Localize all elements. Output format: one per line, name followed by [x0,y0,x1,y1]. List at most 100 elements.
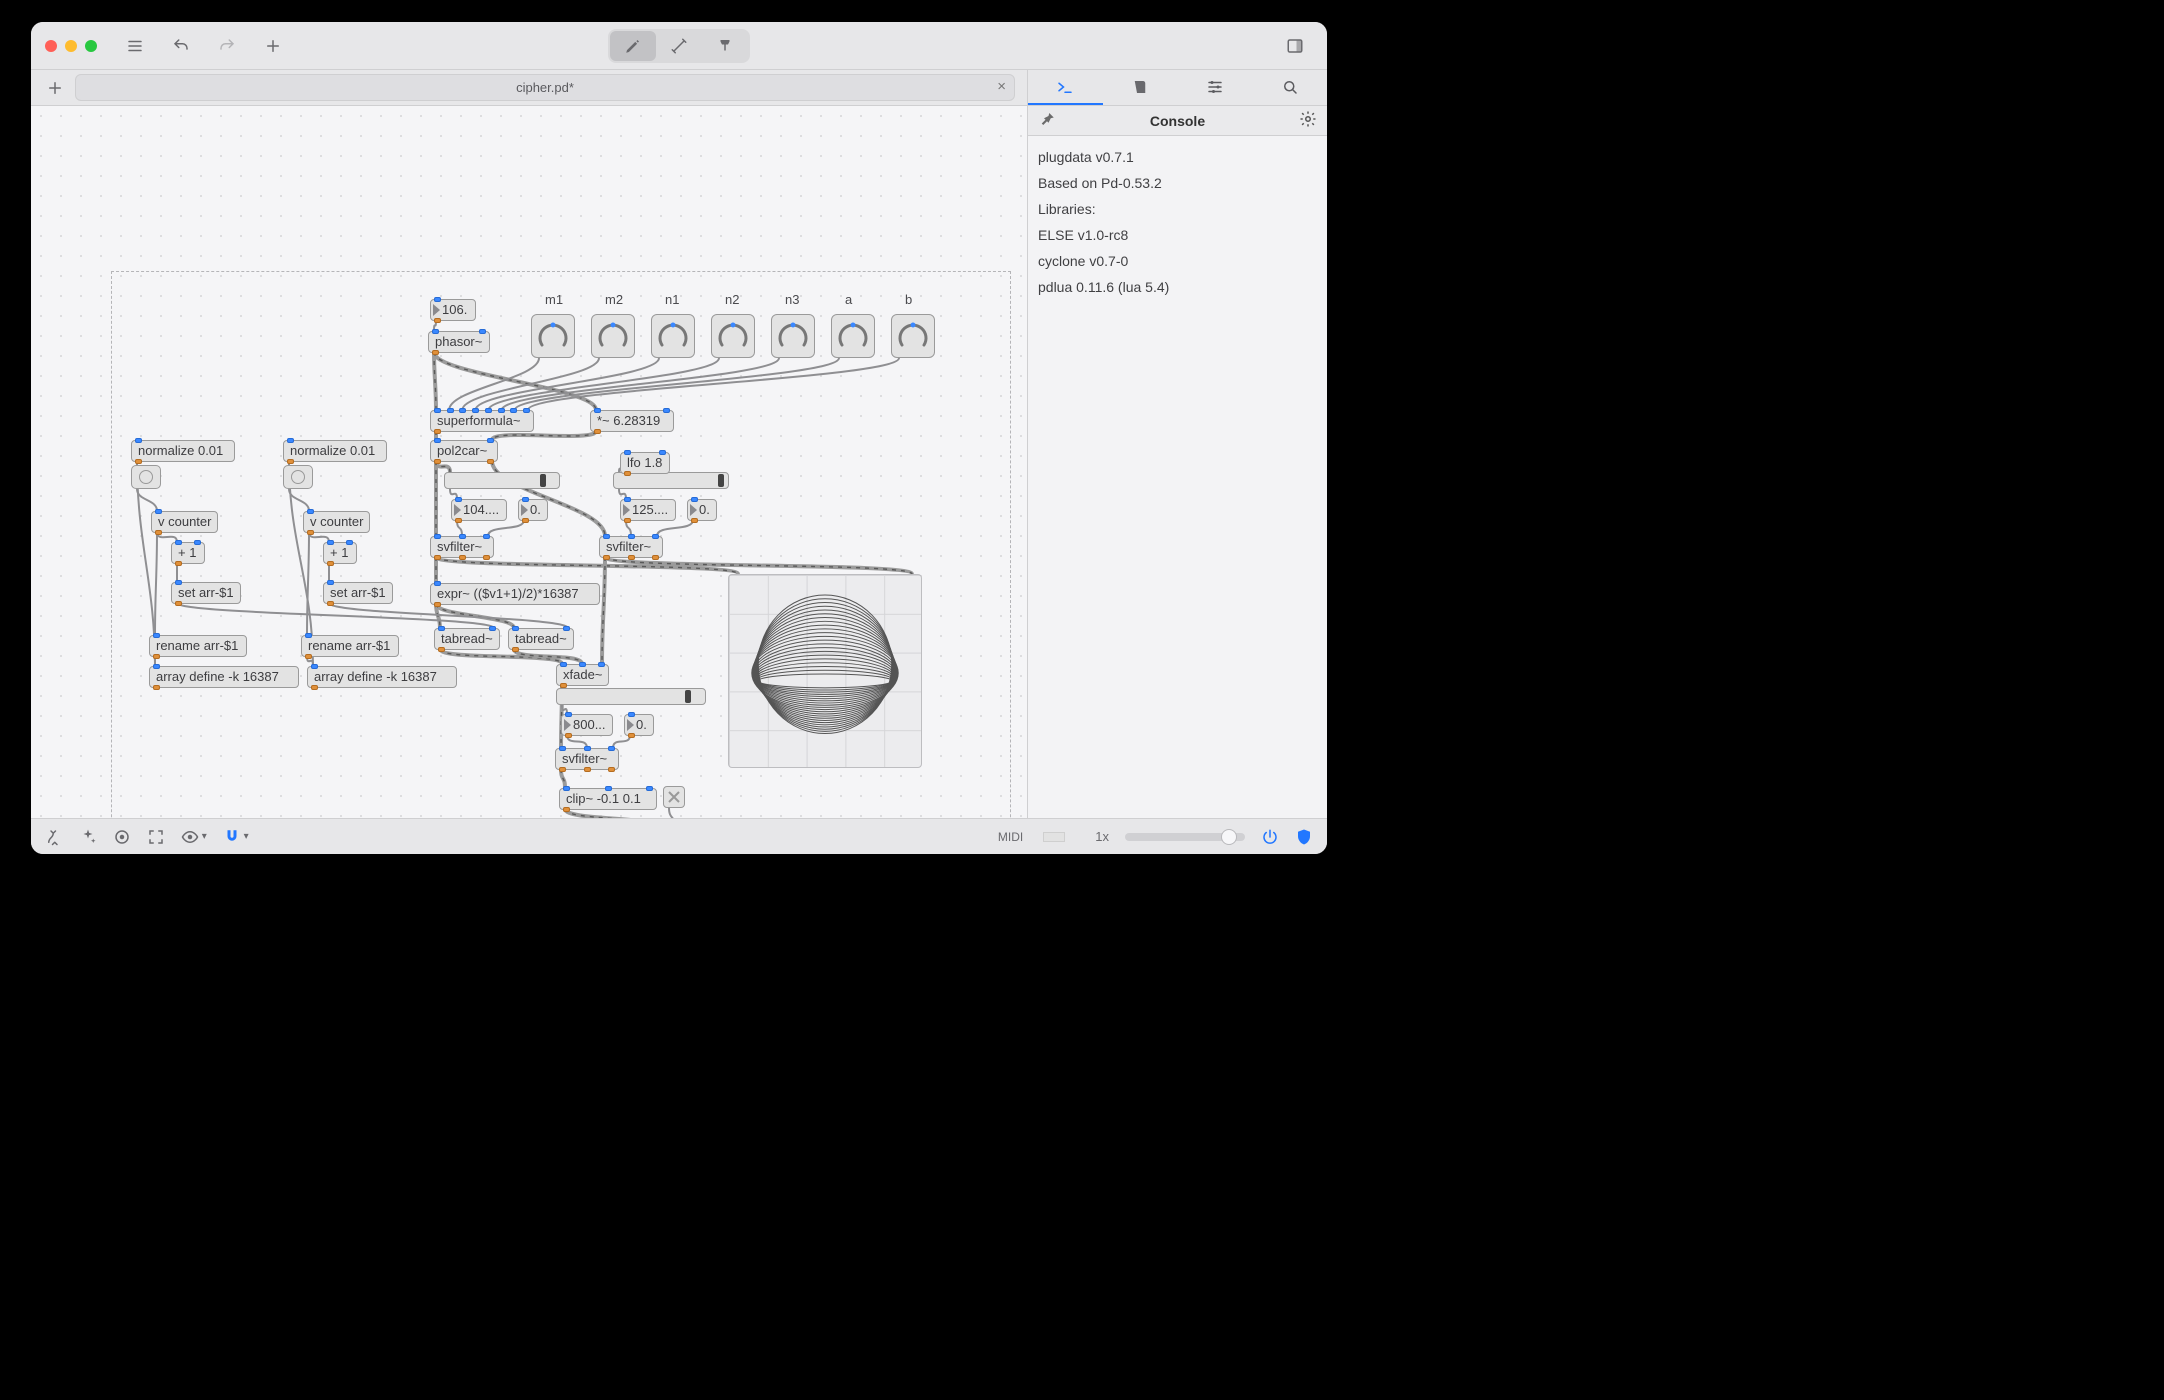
obj-renameR[interactable]: rename arr-$1 [301,635,399,657]
sliders-icon [1206,78,1224,96]
sb-fit-button[interactable] [147,828,165,846]
knob-m2[interactable] [591,314,635,358]
slider-thumb[interactable] [685,690,691,703]
obj-num_800[interactable]: 800... [561,714,613,736]
knob-a[interactable] [831,314,875,358]
patch-canvas[interactable]: m1 m2 n1 n2 n3 a b [31,106,1027,818]
obj-setarrL[interactable]: set arr-$1 [171,582,241,604]
obj-vcountL[interactable]: v counter [151,511,218,533]
knob-n2[interactable] [711,314,755,358]
slider-thumb[interactable] [540,474,546,487]
slider-s1[interactable] [444,472,560,489]
obj-text: tabread~ [441,631,493,647]
side-tab-search[interactable] [1252,70,1327,105]
obj-svfilter2[interactable]: svfilter~ [599,536,663,558]
obj-clip[interactable]: clip~ -0.1 0.1 [559,788,657,810]
sb-tidy-button[interactable] [79,828,97,846]
obj-expr[interactable]: expr~ (($v1+1)/2)*16387 [430,583,600,605]
knob-m1[interactable] [531,314,575,358]
bang-bR[interactable] [283,465,313,489]
obj-lfo[interactable]: lfo 1.8 [620,452,670,474]
obj-tabread2[interactable]: tabread~ [508,628,574,650]
mode-run-button[interactable] [656,31,702,61]
toggle-mute[interactable] [663,786,685,808]
bang-bL[interactable] [131,465,161,489]
obj-num_0b[interactable]: 0. [687,499,717,521]
status-bar: ▾ ▾ MIDI 1x [31,818,1327,854]
mode-edit-button[interactable] [610,31,656,61]
side-tab-console[interactable] [1028,70,1103,105]
slider-s2[interactable] [613,472,729,489]
sb-autoconnect-button[interactable] [45,828,63,846]
tab-label: cipher.pd* [516,80,574,95]
hamburger-icon [126,37,144,55]
add-tab-button[interactable] [41,79,69,97]
app-window: cipher.pd* × m1 m2 n1 [31,22,1327,854]
obj-superformula[interactable]: superformula~ [430,410,534,432]
zoom-slider-thumb[interactable] [1221,829,1237,845]
zoom-slider[interactable] [1125,833,1245,841]
scope-display[interactable] [728,574,922,768]
obj-text: *~ 6.28319 [597,413,660,429]
obj-text: + 1 [178,545,196,561]
knob-n1[interactable] [651,314,695,358]
knob-label-b: b [905,292,912,307]
obj-num_125[interactable]: 125.... [620,499,676,521]
close-window-button[interactable] [45,40,57,52]
obj-plus1L[interactable]: + 1 [171,542,205,564]
wand-icon [670,37,688,55]
minimize-window-button[interactable] [65,40,77,52]
obj-text: v counter [310,514,363,530]
obj-text: rename arr-$1 [156,638,238,654]
obj-arrdefL[interactable]: array define -k 16387 [149,666,299,688]
obj-setarrR[interactable]: set arr-$1 [323,582,393,604]
knob-n3[interactable] [771,314,815,358]
protection-button[interactable] [1295,828,1313,846]
obj-num_0c[interactable]: 0. [624,714,654,736]
dsp-power-button[interactable] [1261,828,1279,846]
slider-thumb[interactable] [718,474,724,487]
obj-svfilter3[interactable]: svfilter~ [555,748,619,770]
sb-visibility-button[interactable]: ▾ [181,828,207,846]
console-settings-button[interactable] [1299,110,1317,131]
obj-num_106[interactable]: 106. [430,299,476,321]
obj-xfade[interactable]: xfade~ [556,664,609,686]
midi-indicator[interactable] [1043,832,1065,842]
tab-cipher[interactable]: cipher.pd* × [75,74,1015,101]
add-object-button[interactable] [255,30,291,62]
slider-s3[interactable] [556,688,706,705]
obj-text: set arr-$1 [178,585,234,601]
knob-label-n3: n3 [785,292,799,307]
obj-svfilter1[interactable]: svfilter~ [430,536,494,558]
zoom-window-button[interactable] [85,40,97,52]
obj-text: superformula~ [437,413,520,429]
obj-text: set arr-$1 [330,585,386,601]
obj-num_0a[interactable]: 0. [518,499,548,521]
pin-button[interactable] [1038,110,1056,131]
obj-normL[interactable]: normalize 0.01 [131,440,235,462]
redo-button[interactable] [209,30,245,62]
sb-snap-button[interactable]: ▾ [223,828,249,846]
obj-pol2car[interactable]: pol2car~ [430,440,498,462]
obj-plus1R[interactable]: + 1 [323,542,357,564]
menu-button[interactable] [117,30,153,62]
obj-vcountR[interactable]: v counter [303,511,370,533]
undo-button[interactable] [163,30,199,62]
side-panel-tabs [1027,70,1327,106]
obj-renameL[interactable]: rename arr-$1 [149,635,247,657]
toggle-sidepanel-button[interactable] [1277,30,1313,62]
knob-b[interactable] [891,314,935,358]
side-tab-settings[interactable] [1178,70,1253,105]
mode-present-button[interactable] [702,31,748,61]
knob-label-m1: m1 [545,292,563,307]
tab-close-button[interactable]: × [997,78,1006,95]
obj-mul_2pi[interactable]: *~ 6.28319 [590,410,674,432]
sb-center-button[interactable] [113,828,131,846]
obj-num_104[interactable]: 104.... [451,499,507,521]
obj-normR[interactable]: normalize 0.01 [283,440,387,462]
obj-phasor[interactable]: phasor~ [428,331,490,353]
obj-arrdefR[interactable]: array define -k 16387 [307,666,457,688]
side-tab-docs[interactable] [1103,70,1178,105]
obj-text: array define -k 16387 [156,669,279,685]
obj-tabread1[interactable]: tabread~ [434,628,500,650]
